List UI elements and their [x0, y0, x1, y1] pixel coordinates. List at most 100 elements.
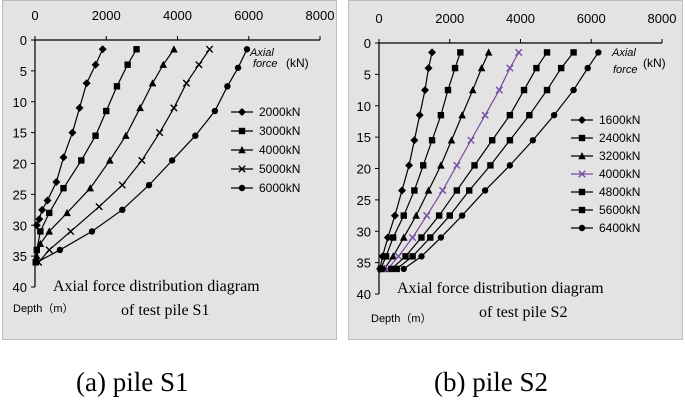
data-point-0-6	[397, 186, 406, 195]
series-line-4	[36, 49, 248, 263]
data-point-2-10	[32, 252, 41, 260]
x-tick-label-4: 8000	[648, 11, 677, 26]
data-point-3-9-b	[394, 252, 403, 261]
data-point-5-0	[570, 49, 577, 56]
data-point-5-1	[557, 64, 565, 72]
x-tick-label-3: 6000	[234, 8, 263, 23]
data-point-1-9	[382, 253, 390, 260]
data-point-5-2	[543, 86, 551, 94]
legend-marker-0	[578, 116, 586, 124]
data-point-1-6	[60, 185, 67, 192]
legend-marker-0	[238, 108, 246, 116]
data-point-1-7	[46, 209, 53, 217]
data-point-4-3	[506, 111, 514, 119]
x-axis-unit: (kN)	[286, 56, 309, 70]
data-point-4-5	[471, 162, 478, 169]
data-point-4-9	[56, 246, 64, 254]
y-tick-label-2: 10	[13, 95, 27, 110]
legend-label-6: 6400kN	[599, 221, 640, 235]
data-point-0-3	[415, 111, 424, 120]
y-tick-label-7: 35	[13, 249, 27, 264]
x-tick-label-0: 0	[31, 8, 38, 23]
chart-title-line-0: Axial force distribution diagram	[53, 278, 260, 295]
x-axis-label-1: force	[253, 58, 277, 70]
y-tick-label-5: 25	[13, 187, 27, 202]
data-point-0-5	[405, 161, 414, 170]
data-point-4-1	[533, 64, 540, 72]
legend-label-0: 2000kN	[259, 105, 300, 119]
data-point-3-0	[205, 45, 214, 53]
data-point-2-5	[106, 156, 114, 164]
data-point-4-2	[520, 86, 528, 94]
data-point-3-1	[195, 61, 203, 69]
data-point-3-2-b	[182, 79, 191, 87]
x-axis-label-0: Axial	[611, 47, 636, 59]
data-point-2-7	[412, 211, 420, 219]
data-point-1-3	[103, 107, 110, 115]
series-line-2	[383, 52, 490, 270]
data-point-3-7	[423, 211, 431, 220]
x-axis-label-0: Axial	[249, 47, 274, 59]
data-point-4-4	[489, 137, 496, 144]
legend-marker-6	[578, 224, 586, 232]
data-point-5-10	[393, 265, 400, 273]
data-point-3-0-b	[515, 48, 523, 57]
data-point-0-0	[98, 45, 107, 54]
data-point-4-5	[168, 157, 176, 164]
data-point-2-9	[36, 239, 45, 247]
y-tick-label-6: 30	[13, 218, 27, 233]
data-point-4-3	[211, 107, 219, 115]
x-tick-label-1: 2000	[92, 8, 121, 23]
data-point-4-9	[402, 253, 409, 260]
data-point-6-1	[584, 64, 591, 72]
data-point-2-6	[424, 186, 433, 194]
data-point-2-3	[136, 103, 144, 112]
data-point-4-6	[145, 181, 153, 189]
data-point-6-2	[570, 86, 577, 94]
data-point-2-0	[484, 48, 493, 56]
data-point-4-7	[119, 206, 126, 214]
data-point-3-5	[138, 156, 146, 165]
y-tick-label-3: 15	[357, 130, 371, 145]
legend-marker-2	[578, 152, 586, 160]
data-point-0-8	[383, 233, 392, 242]
data-point-0-9	[35, 215, 44, 224]
data-point-3-5-b	[138, 156, 146, 165]
y-tick-label-6: 30	[357, 224, 371, 239]
data-point-2-2	[468, 86, 477, 94]
caption-a: (a) pile S1	[76, 367, 189, 397]
data-point-4-2	[224, 83, 231, 90]
legend-label-3: 5000kN	[259, 162, 300, 176]
data-point-6-8	[437, 234, 445, 241]
data-point-4-10	[388, 265, 395, 273]
data-point-3-5-b	[453, 161, 461, 170]
legend-label-3: 4000kN	[599, 167, 640, 181]
data-point-3-7-b	[95, 203, 103, 211]
data-point-6-10	[400, 265, 407, 273]
data-point-2-5	[437, 161, 445, 169]
data-point-1-1	[451, 64, 459, 72]
y-tick-label-8: 40	[357, 287, 371, 302]
data-point-2-2	[148, 79, 157, 87]
data-point-5-6	[466, 187, 473, 194]
data-point-3-0-b	[205, 45, 214, 53]
data-point-3-1-b	[195, 61, 203, 69]
data-point-5-9	[409, 253, 416, 260]
data-point-0-1	[91, 60, 100, 69]
x-tick-label-2: 4000	[163, 8, 192, 23]
data-point-1-1	[124, 61, 131, 68]
data-point-3-4-b	[155, 128, 164, 137]
data-point-0-2	[82, 79, 91, 88]
legend-label-2: 4000kN	[259, 143, 300, 157]
data-point-6-7	[458, 212, 466, 219]
y-tick-label-4: 20	[13, 157, 27, 172]
data-point-0-7	[390, 211, 399, 220]
data-point-0-10	[32, 221, 41, 230]
data-point-3-6-b	[118, 181, 126, 189]
data-point-4-7	[435, 212, 443, 219]
data-point-4-8	[418, 234, 425, 241]
legend-marker-4	[578, 188, 586, 196]
data-point-5-5	[487, 162, 494, 169]
data-point-1-8	[37, 228, 44, 235]
chart-panel-b: 0 2000 4000 6000 8000 0 5 10 15 20 25 30 35 40 Axial fo…	[348, 0, 683, 340]
